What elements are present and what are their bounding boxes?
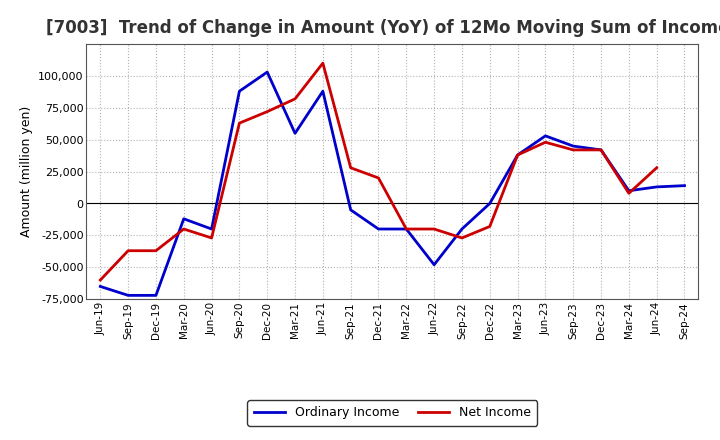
Net Income bbox=[569, 147, 577, 153]
Title: [7003]  Trend of Change in Amount (YoY) of 12Mo Moving Sum of Incomes: [7003] Trend of Change in Amount (YoY) o… bbox=[45, 19, 720, 37]
Net Income bbox=[207, 235, 216, 241]
Net Income bbox=[458, 235, 467, 241]
Net Income bbox=[402, 226, 410, 231]
Net Income bbox=[624, 191, 633, 196]
Ordinary Income bbox=[458, 226, 467, 231]
Net Income bbox=[318, 60, 327, 66]
Ordinary Income bbox=[374, 226, 383, 231]
Net Income bbox=[96, 278, 104, 283]
Ordinary Income bbox=[235, 88, 243, 94]
Ordinary Income bbox=[346, 207, 355, 213]
Net Income bbox=[263, 109, 271, 114]
Net Income bbox=[485, 224, 494, 229]
Ordinary Income bbox=[207, 226, 216, 231]
Net Income bbox=[346, 165, 355, 170]
Ordinary Income bbox=[402, 226, 410, 231]
Line: Ordinary Income: Ordinary Income bbox=[100, 72, 685, 295]
Y-axis label: Amount (million yen): Amount (million yen) bbox=[19, 106, 32, 237]
Ordinary Income bbox=[291, 131, 300, 136]
Ordinary Income bbox=[179, 216, 188, 221]
Net Income bbox=[179, 226, 188, 231]
Ordinary Income bbox=[541, 133, 550, 139]
Net Income bbox=[374, 175, 383, 180]
Ordinary Income bbox=[152, 293, 161, 298]
Net Income bbox=[124, 248, 132, 253]
Ordinary Income bbox=[652, 184, 661, 190]
Ordinary Income bbox=[569, 143, 577, 149]
Net Income bbox=[597, 147, 606, 153]
Ordinary Income bbox=[485, 201, 494, 206]
Net Income bbox=[152, 248, 161, 253]
Net Income bbox=[430, 226, 438, 231]
Net Income bbox=[513, 152, 522, 158]
Ordinary Income bbox=[680, 183, 689, 188]
Legend: Ordinary Income, Net Income: Ordinary Income, Net Income bbox=[248, 400, 537, 425]
Ordinary Income bbox=[124, 293, 132, 298]
Ordinary Income bbox=[624, 188, 633, 193]
Ordinary Income bbox=[597, 147, 606, 153]
Line: Net Income: Net Income bbox=[100, 63, 657, 280]
Ordinary Income bbox=[318, 88, 327, 94]
Net Income bbox=[652, 165, 661, 170]
Net Income bbox=[291, 96, 300, 102]
Ordinary Income bbox=[263, 70, 271, 75]
Ordinary Income bbox=[513, 152, 522, 158]
Ordinary Income bbox=[430, 262, 438, 268]
Net Income bbox=[235, 121, 243, 126]
Net Income bbox=[541, 139, 550, 145]
Ordinary Income bbox=[96, 284, 104, 289]
